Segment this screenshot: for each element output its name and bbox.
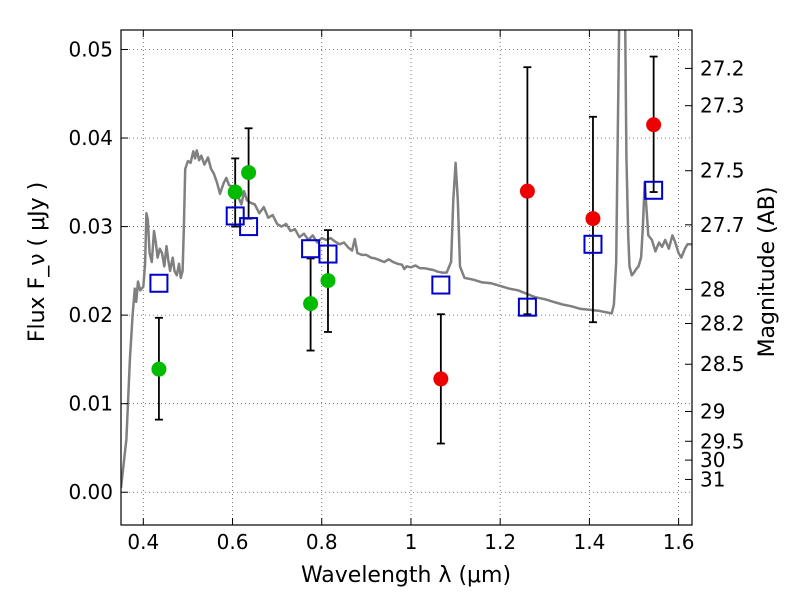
model-square <box>644 180 664 200</box>
green-point <box>227 184 243 200</box>
red-point <box>646 117 662 133</box>
y-tick-label: 0.04 <box>68 126 113 150</box>
right-tick-label: 27.2 <box>700 56 745 80</box>
x-tick-label: 0.8 <box>306 530 338 554</box>
right-tick-label: 29.5 <box>700 429 745 453</box>
plot-background <box>121 30 692 525</box>
green-point <box>151 361 167 377</box>
right-tick-label: 31 <box>700 467 725 491</box>
y-tick-label: 0.00 <box>68 480 113 504</box>
model-square <box>225 206 245 226</box>
x-tick-label: 1.6 <box>663 530 695 554</box>
red-point <box>519 183 535 199</box>
model-square <box>583 234 603 254</box>
model-square <box>149 273 169 293</box>
y-tick-label: 0.05 <box>68 37 113 61</box>
x-tick-label: 0.4 <box>127 530 159 554</box>
axis-ticks <box>121 30 692 525</box>
y-tick-label: 0.03 <box>68 215 113 239</box>
x-tick-label: 1 <box>405 530 418 554</box>
sed-curve <box>121 30 692 488</box>
photometry-points <box>151 117 662 387</box>
right-tick-label: 27.3 <box>700 94 745 118</box>
plot-frame <box>120 29 693 526</box>
x-tick-label: 1.4 <box>573 530 605 554</box>
model-points <box>149 180 664 317</box>
x-tick-label: 0.6 <box>217 530 249 554</box>
model-square <box>431 275 451 295</box>
grid-lines <box>121 30 692 525</box>
right-tick-label: 27.5 <box>700 159 745 183</box>
right-axis-label: Magnitude (AB) <box>755 187 780 358</box>
right-tick-label: 28 <box>700 277 725 301</box>
x-axis-label: Wavelength λ (μm) <box>301 563 511 588</box>
x-tick-label: 1.2 <box>484 530 516 554</box>
right-tick-label: 29 <box>700 399 725 423</box>
red-point <box>433 371 449 387</box>
model-square <box>239 217 259 237</box>
sed-curve-layer <box>121 30 692 488</box>
y-axis-label: Flux F_ν ( μJy ) <box>25 182 50 342</box>
right-tick-label: 30 <box>700 448 725 472</box>
y-tick-label: 0.02 <box>68 303 113 327</box>
green-point <box>303 296 319 312</box>
right-tick-label: 28.5 <box>700 352 745 376</box>
model-square <box>517 297 537 317</box>
right-tick-label: 27.7 <box>700 213 745 237</box>
axis-tick-labels: 0.4 0.6 0.8 1 1.2 1.4 1.6 0.00 0.01 0.02 0.03 0.04 0… <box>68 37 744 554</box>
green-point <box>241 165 257 181</box>
right-tick-label: 28.2 <box>700 312 745 336</box>
model-square <box>318 244 338 264</box>
green-point <box>320 273 336 289</box>
y-tick-label: 0.01 <box>68 392 113 416</box>
red-point <box>585 211 601 227</box>
